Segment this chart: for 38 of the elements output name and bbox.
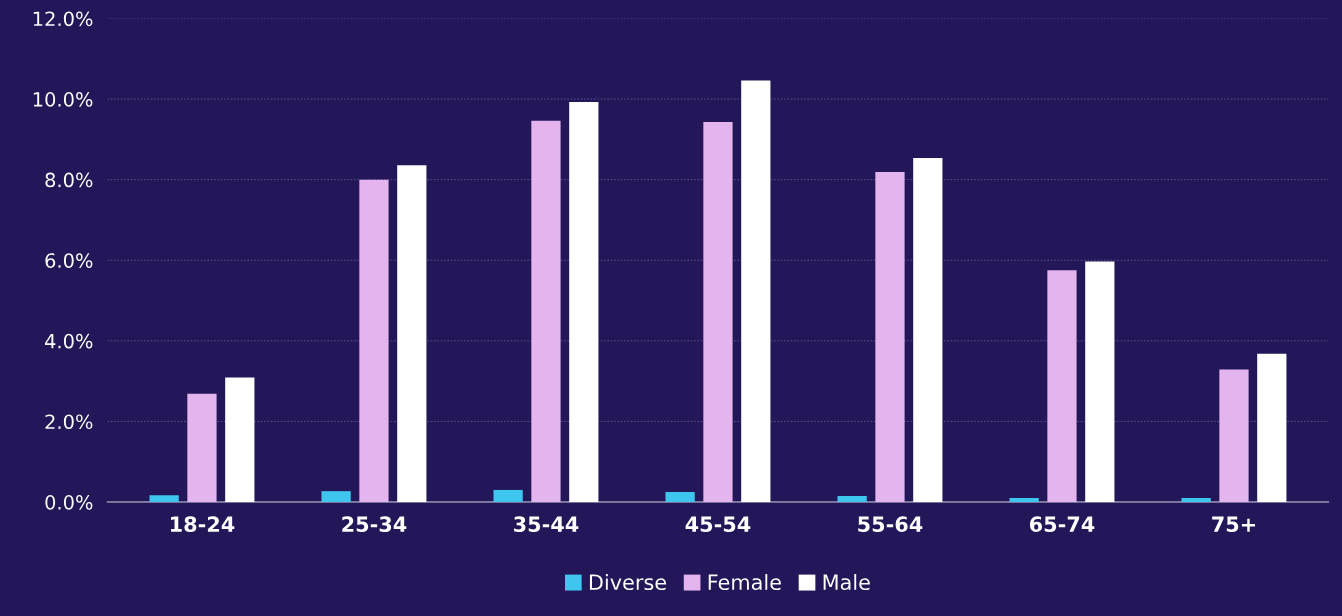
bar <box>741 80 771 503</box>
bar <box>1257 353 1287 503</box>
bar <box>493 489 523 503</box>
y-tick-label: 2.0% <box>45 414 93 430</box>
bar <box>1085 261 1115 503</box>
x-tick-label: 55-64 <box>858 516 923 533</box>
y-tick-label: 4.0% <box>45 333 93 349</box>
bar <box>321 491 351 503</box>
y-tick-label: 10.0% <box>33 92 93 107</box>
bar <box>837 496 867 503</box>
x-tick-label: 75+ <box>1212 516 1255 533</box>
bar <box>703 122 733 503</box>
y-tick-label: 6.0% <box>45 253 93 268</box>
bar <box>149 495 179 503</box>
y-tick-label: 8.0% <box>45 172 93 188</box>
x-tick-label: 25-34 <box>342 516 407 533</box>
legend-label: Male <box>823 573 870 591</box>
x-tick-label: 35-44 <box>514 516 579 533</box>
bar <box>1181 498 1211 503</box>
x-tick-label: 65-74 <box>1029 516 1095 533</box>
x-tick-label: 45-54 <box>685 516 751 533</box>
bar <box>875 172 905 503</box>
bar <box>187 393 217 503</box>
bar <box>531 120 561 503</box>
x-tick-label: 18-24 <box>171 516 235 533</box>
bar <box>569 101 599 503</box>
y-tick-label: 0.0% <box>45 495 93 510</box>
bar <box>665 491 695 503</box>
y-tick-label: 12.0% <box>33 11 93 27</box>
bar <box>397 165 427 503</box>
bar <box>1047 270 1077 503</box>
bar <box>1219 369 1249 503</box>
legend-label: Diverse <box>589 573 667 591</box>
bar <box>913 157 943 503</box>
bar <box>1009 498 1039 503</box>
bar <box>225 377 255 503</box>
legend-label: Female <box>708 573 781 591</box>
bar <box>359 179 389 503</box>
